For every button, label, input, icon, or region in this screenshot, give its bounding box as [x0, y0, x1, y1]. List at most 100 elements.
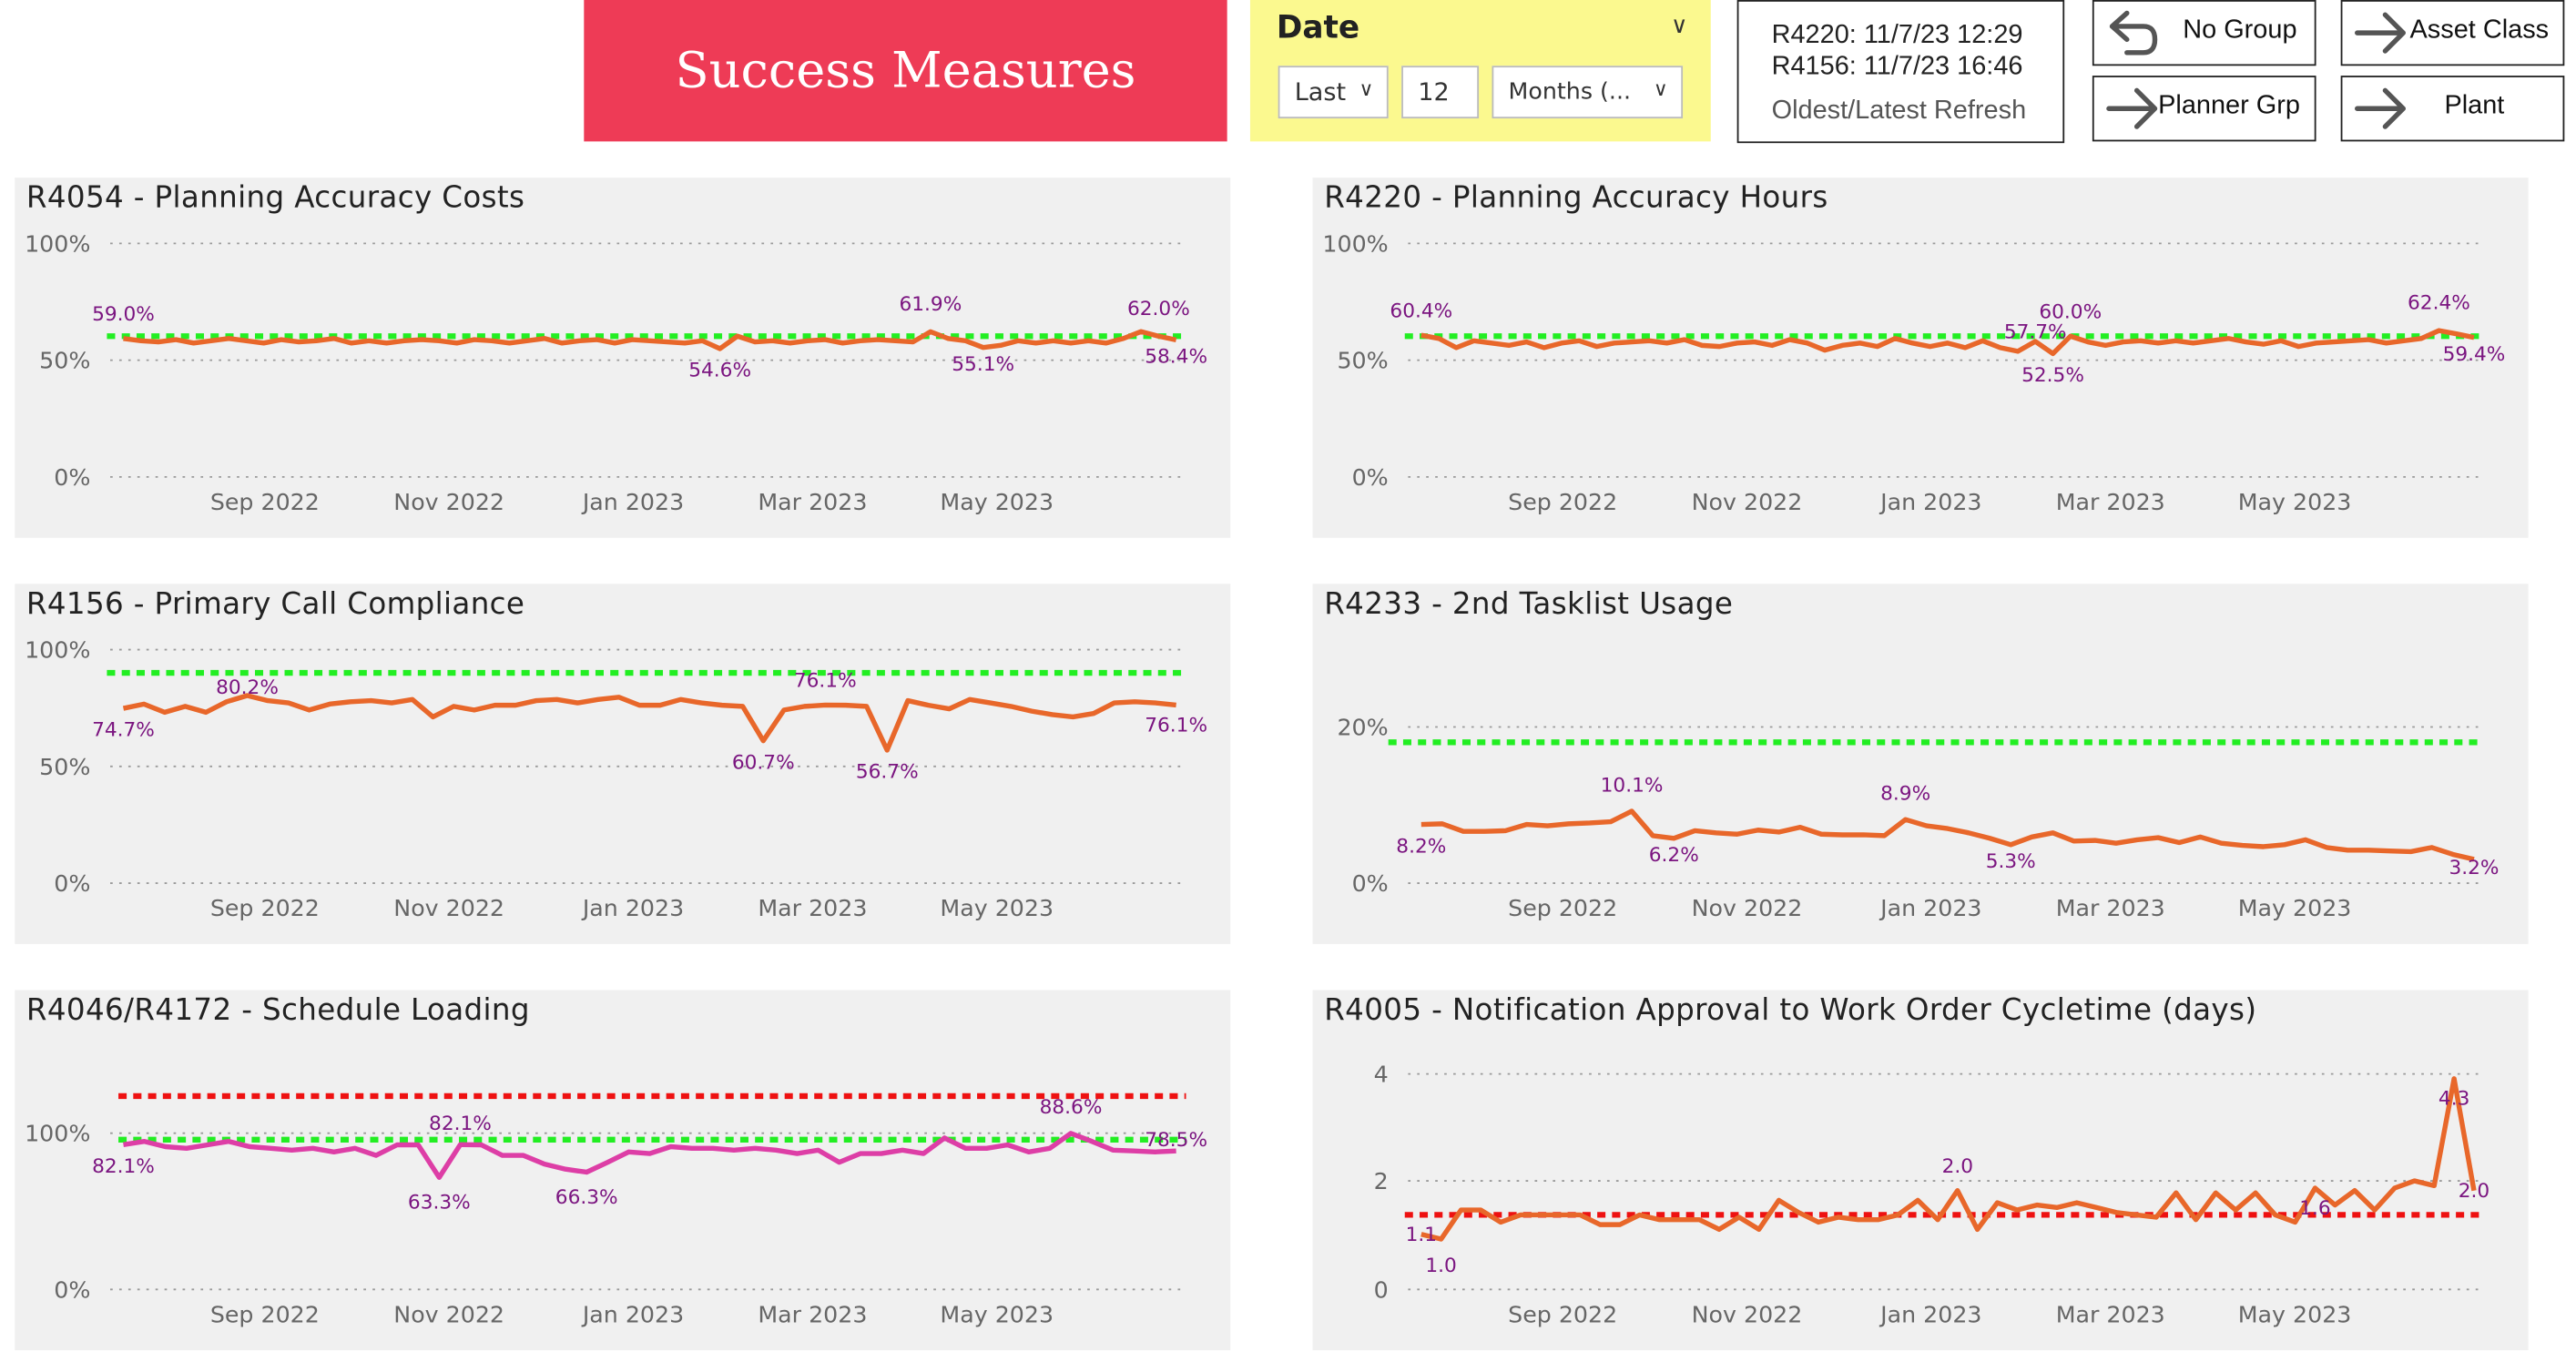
x-tick-label: Nov 2022	[1692, 489, 1803, 515]
chevron-down-icon[interactable]: ∨	[1670, 13, 1688, 40]
date-mode-value: Last	[1294, 76, 1347, 107]
y-tick-label: 50%	[1337, 348, 1388, 374]
x-tick-label: Jan 2023	[1879, 895, 1981, 921]
y-tick-label: 50%	[39, 348, 90, 374]
chart-title: R4054 - Planning Accuracy Costs	[25, 180, 525, 216]
data-label: 6.2%	[1649, 844, 1699, 867]
series-line	[1420, 328, 2475, 357]
y-tick-label: 50%	[39, 754, 90, 780]
data-label: 59.4%	[2443, 343, 2506, 366]
x-tick-label: May 2023	[2238, 489, 2352, 515]
data-label: 1.6	[2299, 1197, 2330, 1220]
x-tick-label: Mar 2023	[758, 895, 867, 921]
plant-label: Plant	[2444, 92, 2505, 120]
planner-grp-button[interactable]: Planner Grp	[2092, 76, 2316, 142]
y-tick-label: 0%	[1352, 464, 1389, 491]
chart-notification-cycletime: 4 2 0 Sep 2022 Nov 2022 Jan 2023 Mar 2023 May 2…	[1374, 1062, 2490, 1328]
data-label: 60.7%	[732, 751, 795, 774]
x-tick-label: Sep 2022	[210, 895, 320, 921]
x-tick-label: Nov 2022	[393, 895, 504, 921]
data-label: 58.4%	[1145, 346, 1207, 369]
data-label: 88.6%	[1040, 1096, 1103, 1119]
date-unit-select[interactable]: Months (... ∨	[1492, 66, 1684, 119]
y-tick-label: 100%	[1322, 230, 1388, 257]
data-label: 82.1%	[429, 1113, 492, 1135]
no-group-button[interactable]: No Group	[2092, 0, 2316, 66]
data-label: 59.0%	[92, 303, 155, 326]
chart-primary-call-compliance: 100% 50% 0% Sep 2022 Nov 2022 Jan 2023 Mar 202…	[25, 637, 1207, 922]
x-tick-label: Mar 2023	[758, 1301, 867, 1327]
y-tick-label: 0	[1374, 1276, 1389, 1303]
x-tick-label: Jan 2023	[581, 895, 684, 921]
date-count-value: 12	[1418, 76, 1450, 107]
x-tick-label: Sep 2022	[1508, 895, 1617, 921]
data-label: 2.0	[1942, 1155, 1973, 1178]
data-label: 80.2%	[216, 676, 279, 699]
data-label: 54.6%	[688, 360, 751, 382]
data-label: 55.1%	[952, 353, 1014, 376]
series-line	[1420, 808, 2475, 862]
chart-title: R4233 - 2nd Tasklist Usage	[1324, 586, 1734, 622]
x-tick-label: May 2023	[940, 489, 1054, 515]
data-label: 76.1%	[794, 670, 857, 693]
x-tick-label: Jan 2023	[581, 1301, 684, 1327]
data-label: 62.0%	[1127, 298, 1190, 320]
y-tick-label: 20%	[1337, 715, 1388, 741]
chart-schedule-loading: 100% 0% Sep 2022 Nov 2022 Jan 2023 Mar 2023 Ma…	[25, 1093, 1207, 1327]
no-group-label: No Group	[2183, 16, 2297, 45]
x-tick-label: May 2023	[940, 895, 1054, 921]
chevron-down-icon: ∨	[1653, 76, 1668, 101]
chart-panel-planning-accuracy-hours: R4220 - Planning Accuracy Hours 100% 50% 0…	[1312, 178, 2529, 538]
x-tick-label: Jan 2023	[1879, 489, 1981, 515]
y-tick-label: 100%	[25, 637, 90, 664]
x-tick-label: Nov 2022	[393, 1301, 504, 1327]
arrow-right-icon	[2106, 87, 2158, 129]
chevron-down-icon: ∨	[1359, 76, 1374, 101]
y-tick-label: 100%	[25, 1121, 90, 1147]
x-tick-label: Sep 2022	[1508, 489, 1617, 515]
asset-class-label: Asset Class	[2409, 16, 2550, 45]
data-label: 52.5%	[2021, 364, 2084, 387]
data-label: 8.2%	[1396, 835, 1446, 858]
data-label: 66.3%	[555, 1186, 618, 1209]
refresh-caption: Oldest/Latest Refresh	[1771, 97, 2027, 126]
data-label: 3.2%	[2449, 857, 2499, 879]
chart-title: R4046/R4172 - Schedule Loading	[25, 993, 530, 1029]
date-unit-value: Months (...	[1508, 78, 1632, 106]
asset-class-button[interactable]: Asset Class	[2340, 0, 2565, 66]
chart-title: R4005 - Notification Approval to Work Or…	[1324, 993, 2257, 1029]
chart-panel-planning-accuracy-costs: R4054 - Planning Accuracy Costs 100% 50% 0…	[15, 178, 1231, 538]
x-tick-label: Sep 2022	[210, 1301, 320, 1327]
date-slicer[interactable]: Date ∨ Last ∨ 12 Months (... ∨	[1249, 0, 1711, 142]
date-mode-select[interactable]: Last ∨	[1278, 66, 1389, 119]
x-tick-label: Nov 2022	[1692, 895, 1803, 921]
x-tick-label: Jan 2023	[581, 489, 684, 515]
plant-button[interactable]: Plant	[2340, 76, 2565, 142]
x-tick-label: Mar 2023	[2056, 1301, 2165, 1327]
y-tick-label: 0%	[54, 1276, 90, 1303]
x-tick-label: Sep 2022	[210, 489, 320, 515]
data-label: 2.0	[2459, 1180, 2489, 1203]
chart-2nd-tasklist-usage: 20% 0% Sep 2022 Nov 2022 Jan 2023 Mar 2023 May…	[1337, 715, 2499, 922]
chart-panel-schedule-loading: R4046/R4172 - Schedule Loading 100% 0% Sep…	[15, 990, 1231, 1351]
data-label: 74.7%	[92, 719, 155, 742]
series-line	[123, 329, 1177, 351]
chart-planning-accuracy-costs: 100% 50% 0% Sep 2022 Nov 2022 Jan 2023 Mar 202…	[25, 230, 1207, 515]
chart-planning-accuracy-hours: 100% 50% 0% Sep 2022 Nov 2022 Jan 2023 Mar 202…	[1322, 230, 2506, 515]
refresh-line-r4156: R4156: 11/7/23 16:46	[1771, 52, 2023, 81]
series-line	[123, 1131, 1176, 1180]
data-label: 57.7%	[2004, 320, 2067, 343]
date-count-input[interactable]: 12	[1401, 66, 1480, 119]
x-tick-label: May 2023	[2238, 1301, 2352, 1327]
data-label: 8.9%	[1880, 783, 1930, 806]
x-tick-label: Mar 2023	[2056, 895, 2165, 921]
arrow-right-icon	[2355, 12, 2407, 54]
data-label: 56.7%	[856, 761, 919, 784]
data-label: 60.0%	[2039, 300, 2102, 323]
x-tick-label: Jan 2023	[1879, 1301, 1981, 1327]
data-label: 76.1%	[1145, 714, 1207, 737]
data-label: 82.1%	[92, 1155, 155, 1178]
y-tick-label: 4	[1374, 1062, 1389, 1088]
chart-title: R4156 - Primary Call Compliance	[25, 586, 525, 622]
